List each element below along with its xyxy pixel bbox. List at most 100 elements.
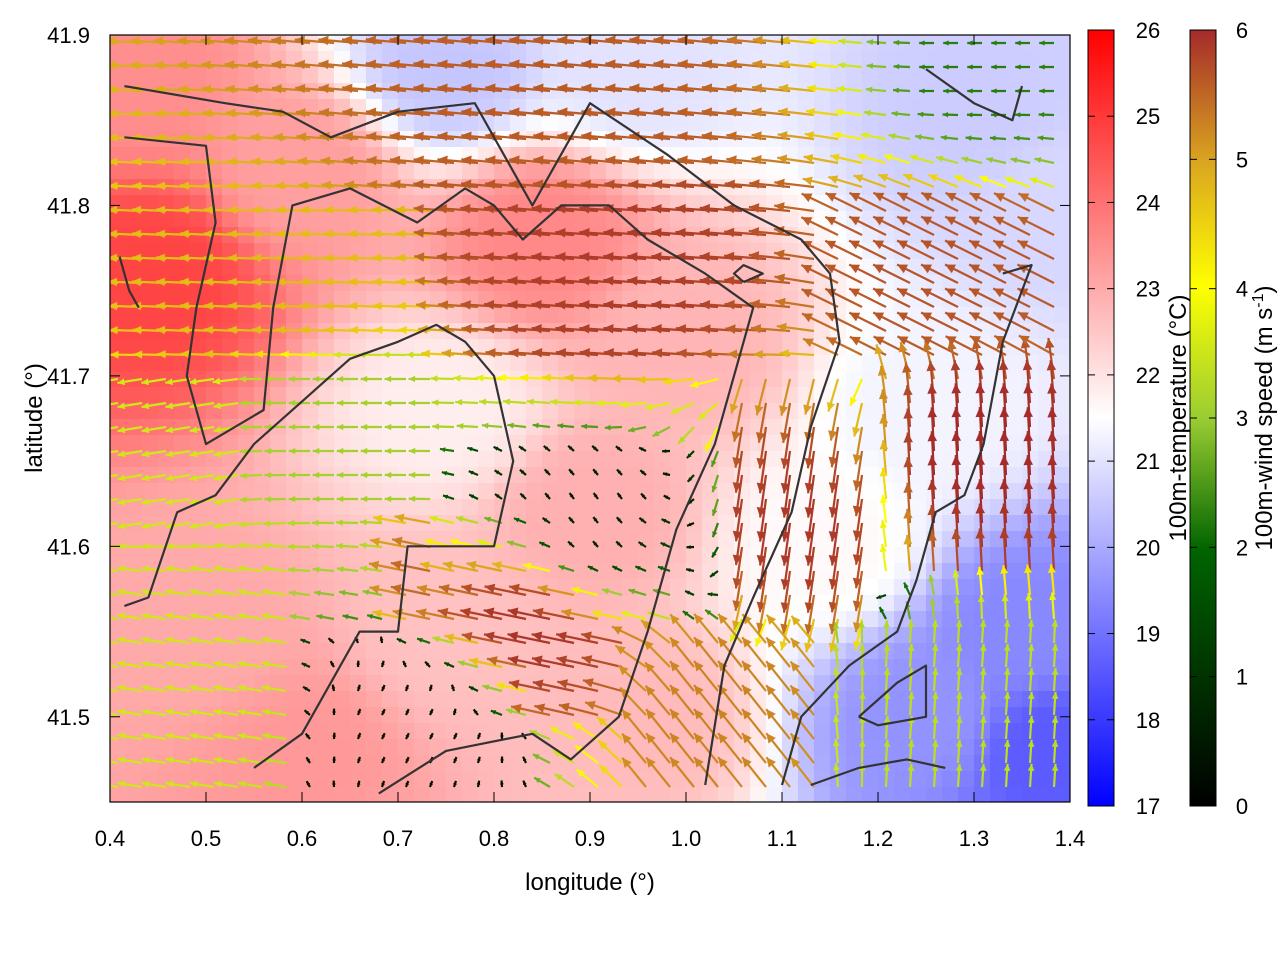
- temperature-cell: [702, 579, 719, 596]
- temperature-cell: [894, 579, 911, 596]
- temperature-cell: [1038, 211, 1055, 228]
- temperature-cell: [510, 307, 527, 324]
- temperature-cell: [1054, 371, 1070, 388]
- temperature-cell: [718, 515, 735, 532]
- temperature-cell: [958, 659, 975, 676]
- temperature-cell: [686, 355, 703, 372]
- temperature-cell: [302, 435, 319, 452]
- temperature-cell: [846, 659, 863, 676]
- temperature-cell: [334, 611, 351, 628]
- temperature-cell: [862, 355, 879, 372]
- temperature-cell: [862, 307, 879, 324]
- wind-arrow-head: [94, 613, 102, 620]
- temperature-cell: [910, 611, 927, 628]
- temperature-cell: [366, 691, 383, 708]
- temperature-cell: [718, 419, 735, 436]
- temperature-cell: [430, 451, 447, 468]
- temperature-cell: [974, 515, 991, 532]
- temperature-cell: [446, 547, 463, 564]
- temperature-cell: [1054, 627, 1070, 644]
- temperature-cell: [590, 387, 607, 404]
- temperature-cell: [382, 67, 399, 84]
- temperature-cell: [718, 579, 735, 596]
- temperature-cell: [430, 67, 447, 84]
- temperature-cell: [542, 547, 559, 564]
- wind-arrow-head: [94, 637, 102, 644]
- temperature-cell: [878, 547, 895, 564]
- temperature-cell: [574, 435, 591, 452]
- temperature-cell: [366, 435, 383, 452]
- temperature-cell: [158, 643, 175, 660]
- temperature-cell: [750, 371, 767, 388]
- temperature-cell: [334, 675, 351, 692]
- temperature-cell: [734, 131, 751, 148]
- temperature-cell: [142, 195, 159, 212]
- temperature-cell: [814, 259, 831, 276]
- temperature-cell: [270, 595, 287, 612]
- temperature-cell: [398, 499, 415, 516]
- temperature-cell: [638, 243, 655, 260]
- temperature-cell: [462, 403, 479, 420]
- temperature-cell: [910, 499, 927, 516]
- temperature-cell: [318, 67, 335, 84]
- temperature-cell: [126, 307, 143, 324]
- temperature-cell: [270, 723, 287, 740]
- temperature-cell: [446, 691, 463, 708]
- temperature-cell: [670, 467, 687, 484]
- temperature-cell: [974, 35, 991, 52]
- temperature-cell: [206, 595, 223, 612]
- temperature-cell: [750, 115, 767, 132]
- temperature-cell: [798, 163, 815, 180]
- temperature-cell: [222, 499, 239, 516]
- temperature-cell: [286, 771, 303, 788]
- temperature-cell: [542, 355, 559, 372]
- temperature-cell: [830, 403, 847, 420]
- temperature-cell: [942, 723, 959, 740]
- temperature-cell: [382, 643, 399, 660]
- temperature-cell: [1054, 435, 1070, 452]
- temperature-cell: [558, 355, 575, 372]
- temperature-cell: [174, 211, 191, 228]
- temperature-cell: [126, 643, 143, 660]
- temperature-cell: [990, 787, 1007, 802]
- temperature-cell: [158, 595, 175, 612]
- temperature-cell: [1038, 99, 1055, 116]
- temperature-cell: [126, 723, 143, 740]
- temperature-cell: [126, 547, 143, 564]
- temperature-cell: [958, 67, 975, 84]
- temperature-cell: [734, 403, 751, 420]
- temperature-cell: [142, 547, 159, 564]
- temperature-cell: [926, 515, 943, 532]
- temperature-cell: [238, 355, 255, 372]
- temperature-cell: [350, 595, 367, 612]
- temperature-cell: [1038, 307, 1055, 324]
- temperature-cell: [302, 83, 319, 100]
- temperature-cell: [494, 643, 511, 660]
- temperature-cell: [958, 627, 975, 644]
- temperature-cell: [846, 291, 863, 308]
- temperature-cell: [878, 659, 895, 676]
- temperature-cell: [366, 707, 383, 724]
- temperature-cell: [238, 611, 255, 628]
- temperature-cell: [670, 115, 687, 132]
- temperature-cell: [942, 131, 959, 148]
- temperature-cell: [270, 531, 287, 548]
- temperature-cell: [958, 403, 975, 420]
- temperature-cell: [878, 499, 895, 516]
- temperature-cell: [750, 307, 767, 324]
- temperature-cell: [734, 643, 751, 660]
- temperature-cell: [606, 547, 623, 564]
- temperature-cell: [574, 515, 591, 532]
- temperature-cell: [622, 211, 639, 228]
- temperature-cell: [654, 419, 671, 436]
- temperature-cell: [670, 67, 687, 84]
- temperature-cell: [1022, 67, 1039, 84]
- wind-arrow-head: [84, 230, 93, 238]
- temperature-cell: [862, 115, 879, 132]
- temperature-cell: [1006, 787, 1023, 802]
- temperature-cell: [990, 627, 1007, 644]
- temperature-cell: [670, 451, 687, 468]
- temperature-cell: [254, 35, 271, 52]
- temperature-cell: [894, 547, 911, 564]
- temperature-cell: [350, 259, 367, 276]
